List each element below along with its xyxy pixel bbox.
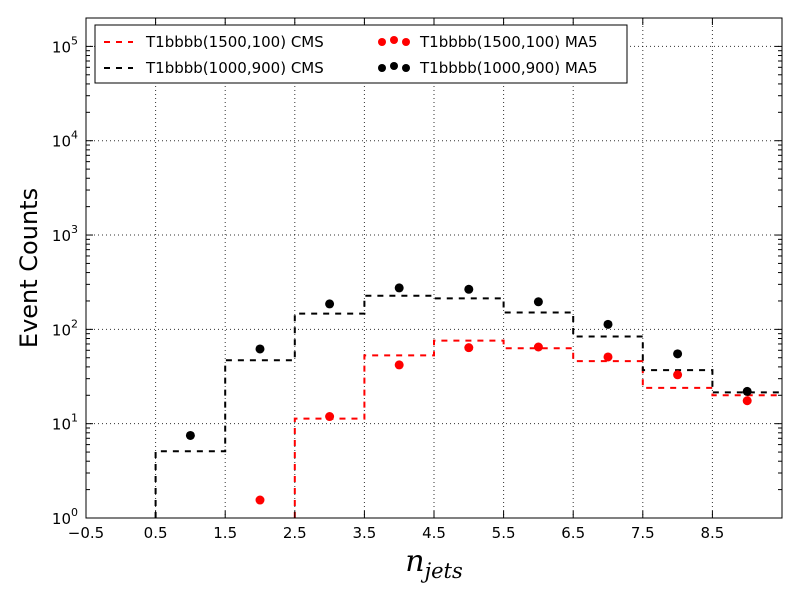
data-point xyxy=(464,284,474,294)
x-tick-label: 6.5 xyxy=(561,524,585,542)
x-tick-label: 4.5 xyxy=(422,524,446,542)
data-point xyxy=(185,430,195,440)
legend-entry-label: T1bbbb(1500,100) CMS xyxy=(145,33,324,51)
y-tick-label: 100 xyxy=(52,506,78,528)
legend-marker-swatch xyxy=(378,38,386,46)
legend-entry-label: T1bbbb(1000,900) CMS xyxy=(145,59,324,77)
legend-marker-swatch xyxy=(390,62,398,70)
data-point xyxy=(394,283,404,293)
x-tick-label: 7.5 xyxy=(631,524,655,542)
data-point xyxy=(255,495,265,505)
x-tick-label: −0.5 xyxy=(68,524,104,542)
legend-marker-swatch xyxy=(390,36,398,44)
legend: T1bbbb(1500,100) CMS T1bbbb(1000,900) CMS… xyxy=(94,24,628,84)
series-step-line-1 xyxy=(154,294,782,518)
data-point xyxy=(742,396,752,406)
data-point xyxy=(742,386,752,396)
x-tick-label: 0.5 xyxy=(144,524,168,542)
data-point xyxy=(325,412,335,422)
y-tick-label: 105 xyxy=(52,34,78,56)
y-tick-label: 104 xyxy=(52,129,78,151)
data-point xyxy=(673,370,683,380)
legend-marker-swatch xyxy=(378,64,386,72)
legend-marker-swatch xyxy=(402,38,410,46)
y-tick-label: 102 xyxy=(52,317,78,339)
data-point xyxy=(394,360,404,370)
x-axis-label-subscript: jets xyxy=(421,559,463,583)
y-tick-label: 103 xyxy=(52,223,78,245)
plot-data xyxy=(154,283,782,518)
y-tick-label: 101 xyxy=(52,412,78,434)
legend-entry-label: T1bbbb(1000,900) MA5 xyxy=(419,59,598,77)
legend-marker-swatch xyxy=(402,64,410,72)
data-point xyxy=(325,299,335,309)
x-axis-label: njets xyxy=(405,544,463,583)
x-tick-label: 8.5 xyxy=(700,524,724,542)
data-point xyxy=(673,349,683,359)
data-point xyxy=(603,352,613,362)
data-point xyxy=(255,344,265,354)
grid xyxy=(86,18,782,518)
x-tick-label: 5.5 xyxy=(492,524,516,542)
data-point xyxy=(603,319,613,329)
legend-entry-label: T1bbbb(1500,100) MA5 xyxy=(419,33,598,51)
x-tick-label: 2.5 xyxy=(283,524,307,542)
axis-ticks: −0.5 0.5 1.5 2.5 3.5 4.5 5.5 6.5 7.5 8.5 100 101 102… xyxy=(52,17,782,542)
legend-box xyxy=(94,24,628,84)
x-tick-label: 3.5 xyxy=(352,524,376,542)
x-tick-label: 1.5 xyxy=(213,524,237,542)
data-point xyxy=(533,297,543,307)
y-axis-label: Event Counts xyxy=(15,188,43,348)
data-point xyxy=(464,343,474,353)
data-point xyxy=(533,342,543,352)
x-axis-label-base: n xyxy=(405,544,424,579)
